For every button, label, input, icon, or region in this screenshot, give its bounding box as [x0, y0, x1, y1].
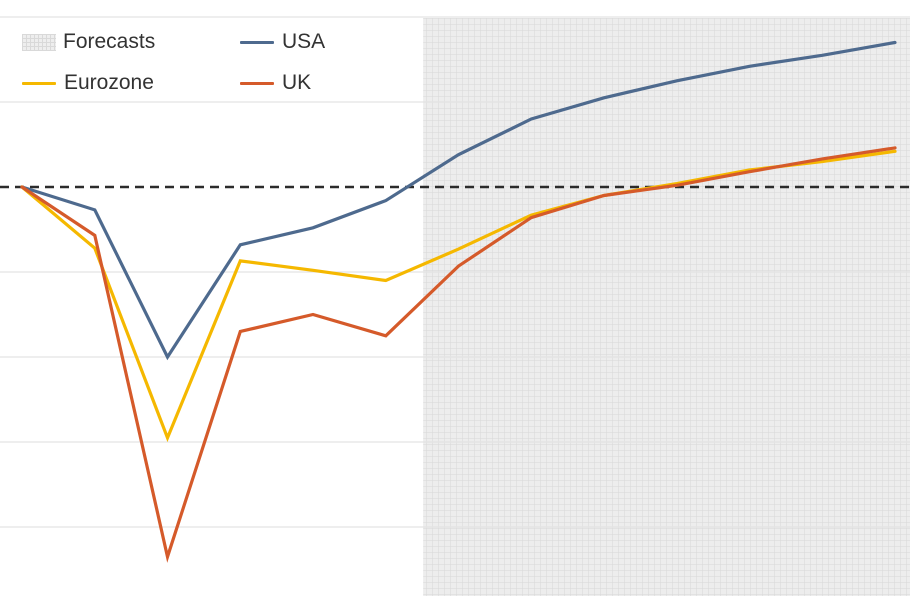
usa-swatch [240, 40, 274, 44]
legend-label-forecasts: Forecasts [63, 30, 156, 53]
legend-item-usa: USA [240, 30, 325, 54]
legend-label-eurozone: Eurozone [64, 71, 154, 94]
gridlines [0, 16, 910, 528]
legend-label-uk: UK [282, 71, 312, 94]
series-line-usa [20, 40, 897, 361]
forecasts-swatch [22, 33, 56, 51]
legend-item-eurozone: Eurozone [22, 71, 154, 95]
legend-item-forecasts: Forecasts [22, 30, 155, 54]
series-line-eurozone [20, 149, 897, 443]
forecast-region [423, 18, 910, 596]
series-line-uk [20, 146, 897, 563]
series-lines [20, 40, 897, 563]
uk-swatch [240, 81, 274, 85]
legend-label-usa: USA [282, 30, 326, 53]
eurozone-swatch [22, 81, 56, 85]
legend-item-uk: UK [240, 71, 311, 95]
